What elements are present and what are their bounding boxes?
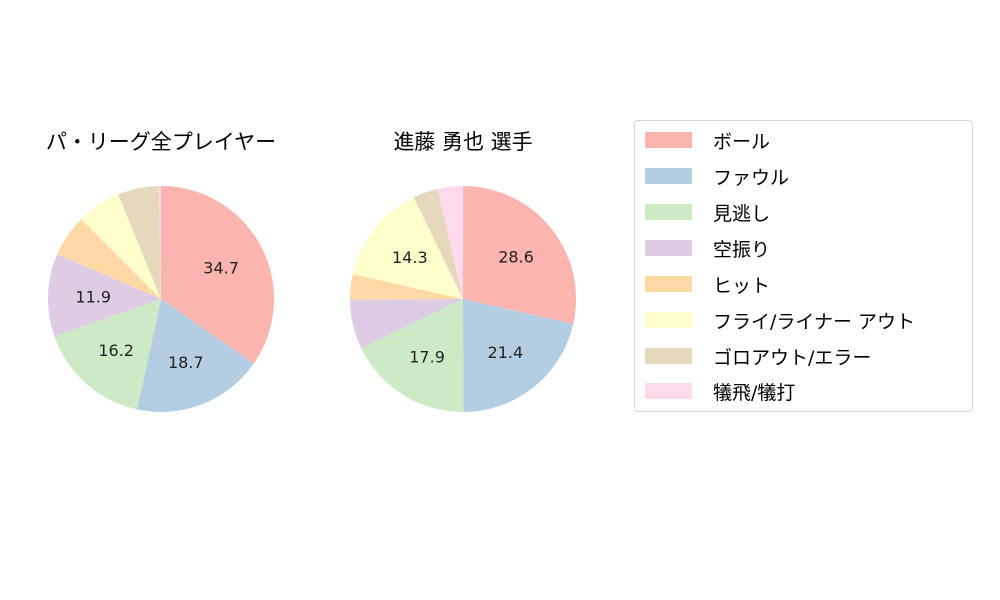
legend-label: ゴロアウト/エラー [713,346,872,369]
legend-item-swinging-strike: 空振り [645,236,771,261]
pie-slice [463,299,574,412]
pie-slice [361,299,464,413]
chart-title-league: パ・リーグ全プレイヤー [45,130,277,154]
slice-value-label: 34.7 [203,259,239,278]
pie-slice [463,186,576,325]
pie-slice [413,188,463,299]
pie-slice [350,274,463,300]
slice-value-label: 18.7 [168,353,204,372]
slice-value-label: 16.2 [98,341,134,360]
legend-item-sacrifice: 犠飛/犠打 [645,379,796,404]
legend-item-ground-out-error: ゴロアウト/エラー [645,344,872,369]
pie-chart-player: 28.6 21.4 17.9 14.3 [350,186,576,413]
legend-label: フライ/ライナー アウト [713,310,916,333]
legend-item-foul: ファウル [645,164,790,189]
pie-slice [158,186,161,299]
legend-label: 見逃し [713,202,771,225]
pie-slice [350,299,463,349]
pie-chart-league: 34.7 18.7 16.2 11.9 [47,186,274,412]
legend-item-called-strike: 見逃し [645,200,771,225]
pie-slice [54,299,161,410]
pie-slice [137,299,254,412]
legend-item-hit: ヒット [645,272,771,297]
legend-swatch [645,276,692,292]
legend-swatch [645,383,692,399]
legend-swatch [645,240,692,256]
pie-slice [352,197,463,299]
legend-item-fly-liner-out: フライ/ライナー アウト [645,308,916,333]
legend-label: ヒット [713,274,771,297]
legend-swatch [645,168,692,184]
pie-slice [47,254,161,337]
legend-label: 犠飛/犠打 [713,381,796,404]
pie-slice [81,194,161,299]
slice-value-label: 28.6 [498,248,534,267]
legend-label: ボール [713,130,771,153]
legend-swatch [645,132,692,148]
pie-slice [437,186,463,299]
pie-slice [57,219,161,299]
slice-value-label: 17.9 [409,347,445,366]
pie-slice [161,186,274,364]
legend-swatch [645,312,692,328]
legend-swatch [645,348,692,364]
slice-value-label: 21.4 [488,343,524,362]
pie-slice [118,186,161,299]
legend-item-ball: ボール [645,128,771,153]
slice-value-label: 14.3 [392,248,428,267]
legend-label: 空振り [713,238,771,261]
slice-value-label: 11.9 [75,288,111,307]
legend-swatch [645,204,692,220]
legend: ボール ファウル 見逃し 空振り ヒット フライ/ライナー アウト ゴロアウト/… [634,120,973,412]
legend-label: ファウル [713,166,790,189]
chart-title-player: 進藤 勇也 選手 [393,130,533,154]
